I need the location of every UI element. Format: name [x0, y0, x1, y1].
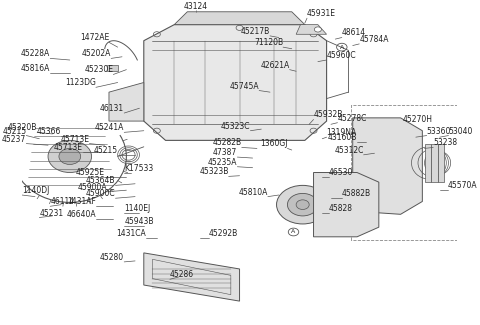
Text: 45323C: 45323C — [221, 122, 251, 131]
Text: 45280: 45280 — [100, 253, 124, 262]
Text: 45784A: 45784A — [359, 35, 389, 44]
Text: 46131: 46131 — [100, 104, 124, 113]
Text: 45230E: 45230E — [84, 65, 113, 74]
Text: 45235A: 45235A — [208, 158, 238, 167]
Text: 1360GJ: 1360GJ — [260, 139, 288, 149]
Text: 45217B: 45217B — [241, 27, 270, 36]
Text: 53040: 53040 — [448, 126, 473, 136]
Text: 1431CA: 1431CA — [116, 229, 146, 239]
Text: 45228A: 45228A — [21, 49, 50, 58]
Text: 45231: 45231 — [39, 209, 63, 217]
Text: 45286: 45286 — [170, 270, 194, 279]
Bar — [438, 144, 444, 182]
Text: 45816A: 45816A — [21, 64, 50, 73]
Text: 45237: 45237 — [2, 135, 26, 144]
Text: 53238: 53238 — [433, 138, 457, 148]
Text: 45713E: 45713E — [60, 135, 89, 144]
Text: 45810A: 45810A — [239, 188, 268, 197]
Text: 45202A: 45202A — [82, 49, 111, 58]
Text: 1140DJ: 1140DJ — [22, 186, 49, 195]
Text: 45900A: 45900A — [77, 183, 107, 192]
Circle shape — [59, 149, 81, 164]
Text: 45278C: 45278C — [337, 114, 367, 123]
Bar — [431, 144, 438, 182]
Polygon shape — [144, 253, 240, 301]
Text: 45925E: 45925E — [76, 168, 105, 177]
Text: 45270H: 45270H — [403, 115, 433, 124]
Text: 45215: 45215 — [94, 146, 118, 155]
Text: 46640A: 46640A — [66, 210, 96, 219]
Text: A: A — [340, 45, 344, 50]
Text: 45320B: 45320B — [8, 123, 37, 132]
Text: 53360: 53360 — [427, 126, 451, 136]
Text: 45366: 45366 — [36, 126, 61, 136]
Text: 45932B: 45932B — [313, 111, 343, 120]
Bar — [424, 144, 431, 182]
Text: 45960C: 45960C — [326, 51, 356, 60]
Text: 47387: 47387 — [213, 148, 238, 157]
Polygon shape — [144, 25, 326, 140]
Circle shape — [276, 185, 329, 224]
Text: 45570A: 45570A — [447, 181, 477, 190]
Circle shape — [296, 200, 309, 210]
Circle shape — [314, 27, 322, 32]
Text: 45241A: 45241A — [95, 123, 124, 132]
Circle shape — [288, 193, 318, 216]
Text: 45215: 45215 — [2, 126, 26, 136]
Circle shape — [48, 140, 92, 173]
Polygon shape — [313, 173, 379, 237]
Polygon shape — [174, 12, 305, 25]
Text: A: A — [291, 229, 296, 235]
Text: 45364B: 45364B — [86, 176, 116, 185]
Text: 1140EJ: 1140EJ — [124, 204, 150, 213]
Text: 45931E: 45931E — [307, 9, 336, 18]
Polygon shape — [353, 118, 422, 214]
Text: 45323B: 45323B — [199, 167, 228, 176]
Text: 46114: 46114 — [50, 197, 74, 206]
Text: 45312C: 45312C — [334, 146, 363, 155]
Text: 45882B: 45882B — [342, 189, 371, 198]
Text: 43160B: 43160B — [328, 133, 357, 142]
Polygon shape — [296, 25, 326, 34]
Text: 42621A: 42621A — [260, 61, 289, 70]
Text: 46530: 46530 — [329, 168, 353, 177]
Text: 1319NA: 1319NA — [326, 128, 357, 137]
Text: 45713E: 45713E — [54, 143, 83, 152]
Text: 1472AE: 1472AE — [80, 33, 109, 42]
Text: 48614: 48614 — [342, 29, 366, 37]
Text: K17533: K17533 — [124, 163, 154, 173]
Bar — [107, 65, 118, 71]
Text: 45282B: 45282B — [213, 138, 242, 148]
Text: 43124: 43124 — [184, 3, 208, 11]
Text: 45943B: 45943B — [124, 216, 154, 226]
Text: 45745A: 45745A — [229, 82, 259, 91]
Text: 45900C: 45900C — [86, 189, 116, 198]
Polygon shape — [109, 83, 144, 121]
Text: 45292B: 45292B — [209, 229, 239, 239]
Text: 45828: 45828 — [329, 204, 353, 213]
Text: 71120B: 71120B — [254, 38, 283, 47]
Text: 1123DG: 1123DG — [65, 78, 96, 87]
Text: 1431AF: 1431AF — [67, 197, 96, 206]
